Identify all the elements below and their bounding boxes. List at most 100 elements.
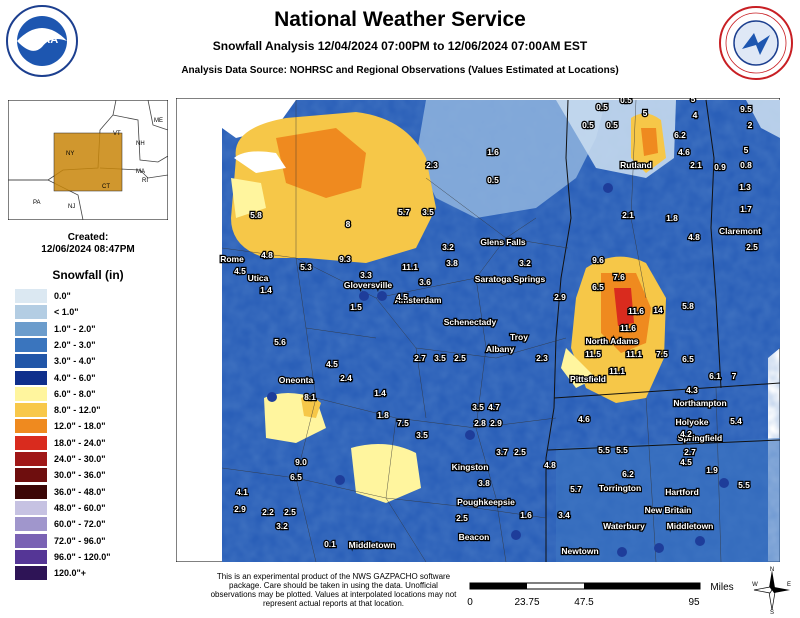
city-label: Utica xyxy=(248,273,269,283)
obs-value: 3.4 xyxy=(558,510,570,520)
obs-value-halo: 9.0 xyxy=(295,457,307,467)
city-label: Kingston xyxy=(452,462,489,472)
legend-swatch xyxy=(14,516,48,533)
obs-value: 3.8 xyxy=(446,258,458,268)
obs-value: 3.6 xyxy=(419,277,431,287)
obs-value: 3.8 xyxy=(478,478,490,488)
obs-value: 2.4 xyxy=(340,373,352,383)
created-value: 12/06/2024 08:47PM xyxy=(41,244,135,255)
light-snow-area xyxy=(416,100,606,218)
legend-label: 30.0" - 36.0" xyxy=(54,470,106,481)
city-label-halo: Holyoke xyxy=(675,417,708,427)
obs-value-halo: 2.5 xyxy=(746,242,758,252)
legend-item: 3.0" - 4.0" xyxy=(14,353,96,370)
legend-swatch xyxy=(14,548,48,565)
obs-value: 2.5 xyxy=(454,353,466,363)
obs-value: 2.5 xyxy=(746,242,758,252)
obs-value: 4.5 xyxy=(234,266,246,276)
obs-value-halo: 3.2 xyxy=(276,521,288,531)
obs-value: 5.8 xyxy=(250,210,262,220)
obs-value: 5.5 xyxy=(616,445,628,455)
obs-value: 14 xyxy=(653,305,663,315)
highway-shields xyxy=(267,183,729,557)
compass-n: N xyxy=(770,567,774,573)
obs-value-halo: 3.3 xyxy=(360,270,372,280)
obs-value-halo: 7 xyxy=(732,371,737,381)
scale-tick-0: 0 xyxy=(467,597,473,608)
obs-value-halo: 2.7 xyxy=(414,353,426,363)
legend-item: 18.0" - 24.0" xyxy=(14,434,106,451)
obs-value: 7.5 xyxy=(656,349,668,359)
obs-value-halo: 1.8 xyxy=(666,213,678,223)
obs-value-halo: 2.4 xyxy=(340,373,352,383)
legend-label: 120.0"+ xyxy=(54,568,87,579)
noaa-text: NOAA xyxy=(26,34,58,46)
legend-label: 72.0" - 96.0" xyxy=(54,535,106,546)
legend-label: 60.0" - 72.0" xyxy=(54,519,106,530)
legend-title: Snowfall (in) xyxy=(52,268,124,282)
obs-value: 5.5 xyxy=(598,445,610,455)
obs-value-halo: 1.4 xyxy=(374,388,386,398)
obs-value-halo: 11.5 xyxy=(585,349,601,359)
city-label-halo: Schenectady xyxy=(444,317,497,327)
inset-label-nj: NJ xyxy=(68,204,75,210)
city-label: New Britain xyxy=(645,505,692,515)
obs-value: 5 xyxy=(691,98,696,104)
obs-value-halo: 4.5 xyxy=(326,359,338,369)
snowfall-map: RomeRomeUticaUticaGloversvilleGloversvil… xyxy=(176,98,780,562)
ny-border xyxy=(545,99,572,562)
obs-value: 4.5 xyxy=(396,292,408,302)
obs-value-halo: 4.5 xyxy=(680,457,692,467)
city-label-halo: Pittsfield xyxy=(570,374,606,384)
obs-value-halo: 1.4 xyxy=(260,285,272,295)
city-label: Hartford xyxy=(665,487,699,497)
obs-value: 3.7 xyxy=(496,447,508,457)
inset-label-nh: NH xyxy=(136,141,145,147)
obs-value-halo: 3.2 xyxy=(519,258,531,268)
obs-value: 11.6 xyxy=(628,306,644,316)
obs-value-halo: 2.5 xyxy=(514,447,526,457)
obs-value: 4.2 xyxy=(680,429,692,439)
legend-swatch xyxy=(14,353,48,370)
legend-swatch xyxy=(14,434,48,451)
obs-value-halo: 1.6 xyxy=(520,510,532,520)
obs-value-halo: 7.6 xyxy=(613,272,625,282)
legend-swatch xyxy=(14,451,48,467)
legend-swatch xyxy=(14,402,48,419)
legend-swatch xyxy=(14,288,48,304)
obs-value-halo: 2.5 xyxy=(454,353,466,363)
legend-item: 6.0" - 8.0" xyxy=(14,385,96,402)
data-source: Analysis Data Source: NOHRSC and Regiona… xyxy=(181,65,619,76)
county-lines xyxy=(221,99,722,562)
city-label-halo: Rutland xyxy=(620,160,652,170)
obs-value-halo: 6.5 xyxy=(290,472,302,482)
obs-value-halo: 7.5 xyxy=(656,349,668,359)
obs-value: 5.6 xyxy=(274,337,286,347)
obs-value-halo: 2.7 xyxy=(684,447,696,457)
obs-value-halo: 5.8 xyxy=(682,301,694,311)
legend-item: 60.0" - 72.0" xyxy=(14,516,106,533)
legend-label: 48.0" - 60.0" xyxy=(54,502,106,513)
city-label: Pittsfield xyxy=(570,374,606,384)
obs-value-halo: 8 xyxy=(346,219,351,229)
legend-swatch xyxy=(14,320,48,337)
obs-value-halo: 3.8 xyxy=(446,258,458,268)
city-label: Newtown xyxy=(561,546,598,556)
city-label-halo: Utica xyxy=(248,273,269,283)
obs-value: 1.6 xyxy=(487,147,499,157)
city-label: Saratoga Springs xyxy=(475,274,546,284)
obs-value: 9.0 xyxy=(295,457,307,467)
obs-value-halo: 11.6 xyxy=(620,323,636,333)
obs-value: 2 xyxy=(748,120,753,130)
obs-value: 1.8 xyxy=(666,213,678,223)
obs-value-halo: 3.7 xyxy=(496,447,508,457)
obs-value-halo: 3.4 xyxy=(558,510,570,520)
obs-value: 2.3 xyxy=(426,160,438,170)
legend-swatch xyxy=(14,369,48,386)
obs-value-halo: 0.5 xyxy=(582,120,594,130)
city-label-halo: Beacon xyxy=(459,532,490,542)
obs-value: 1.8 xyxy=(377,410,389,420)
obs-value: 0.5 xyxy=(487,175,499,185)
obs-value-halo: 3.2 xyxy=(442,242,454,252)
obs-value: 2.9 xyxy=(490,418,502,428)
